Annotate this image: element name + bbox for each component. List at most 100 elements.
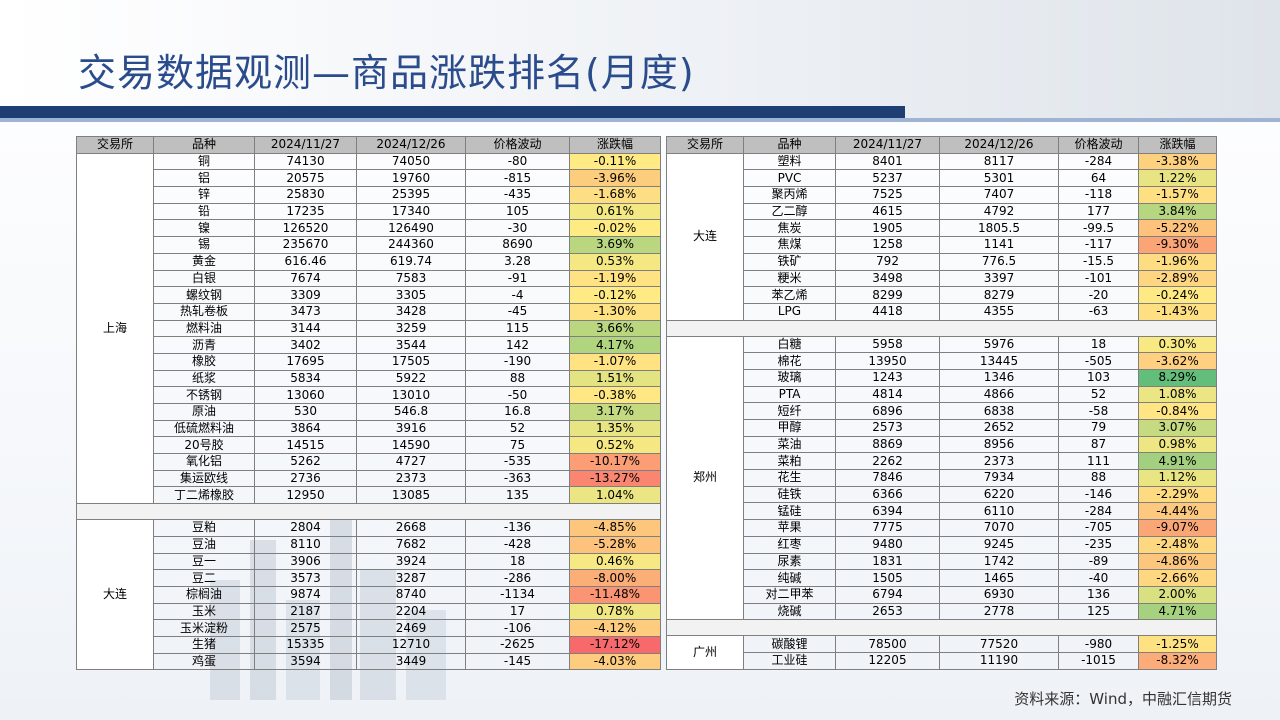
pct-change-cell: 3.17% [569, 403, 661, 421]
pct-change-cell: 1.51% [569, 369, 661, 388]
table-row: 聚丙烯 7525 7407 -118 -1.57% [667, 186, 1217, 204]
price-change-cell: -101 [1058, 269, 1139, 288]
price-change-cell: 79 [1058, 419, 1139, 437]
price-date1-cell: 15335 [254, 635, 357, 654]
table-row: 苯乙烯 8299 8279 -20 -0.24% [667, 286, 1217, 304]
price-change-cell: 18 [1058, 335, 1139, 354]
price-date1-cell: 3144 [254, 319, 357, 338]
price-change-cell: -99.5 [1058, 219, 1139, 238]
variety-cell: 棉花 [743, 352, 836, 370]
table-row: 黄金 616.46 619.74 3.28 0.53% [77, 252, 661, 271]
pct-change-cell: -4.85% [569, 519, 661, 537]
price-date2-cell: 4792 [939, 202, 1059, 221]
table-row: 郑州 白糖 5958 5976 18 0.30% [666, 335, 1217, 621]
price-date2-cell: 3287 [356, 569, 466, 587]
pct-change-cell: -1.07% [569, 352, 661, 371]
table-row: 玉米 2187 2204 17 0.78% [77, 602, 661, 621]
table-row: PVC 5237 5301 64 1.22% [667, 169, 1217, 188]
price-change-cell: -1015 [1058, 651, 1139, 670]
pct-change-cell: -4.44% [1138, 502, 1217, 521]
price-date1-cell: 25830 [254, 186, 357, 204]
price-date2-cell: 5976 [939, 335, 1059, 354]
price-date2-cell: 12710 [356, 635, 466, 654]
table-row: 氧化铝 5262 4727 -535 -10.17% [77, 453, 661, 471]
pct-change-cell: -1.30% [569, 302, 661, 321]
price-date2-cell: 6838 [939, 402, 1059, 420]
price-date2-cell: 2204 [356, 602, 466, 621]
variety-cell: 粳米 [743, 269, 836, 288]
table-row: 低硫燃料油 3864 3916 52 1.35% [77, 419, 661, 438]
price-date2-cell: 2668 [356, 519, 466, 537]
table-row: 原油 530 546.8 16.8 3.17% [77, 403, 661, 421]
table-header-row: 交易所 品种 2024/11/27 2024/12/26 价格波动 涨跌幅 [76, 136, 661, 154]
price-date1-cell: 14515 [254, 436, 357, 455]
table-row: 铅 17235 17340 105 0.61% [77, 202, 661, 221]
title-underline-bar [0, 106, 905, 118]
variety-cell: PTA [743, 385, 836, 404]
exchange-cell: 大连 [76, 519, 154, 671]
pct-change-cell: 1.12% [1138, 469, 1217, 487]
variety-cell: 氧化铝 [153, 453, 255, 471]
price-date2-cell: 6930 [939, 585, 1059, 604]
price-date2-cell: 1805.5 [939, 219, 1059, 238]
variety-cell: 花生 [743, 469, 836, 487]
price-change-cell: -91 [465, 269, 570, 288]
variety-cell: 铅 [153, 202, 255, 221]
price-change-cell: -146 [1058, 485, 1139, 504]
header-variety: 品种 [743, 136, 836, 154]
pct-change-cell: -5.28% [569, 535, 661, 554]
table-row: 锌 25830 25395 -435 -1.68% [77, 186, 661, 204]
variety-cell: 20号胶 [153, 436, 255, 455]
price-change-cell: -435 [465, 186, 570, 204]
variety-cell: 燃料油 [153, 319, 255, 338]
price-change-cell: 52 [465, 419, 570, 438]
pct-change-cell: -2.66% [1138, 569, 1217, 587]
pct-change-cell: -0.24% [1138, 286, 1217, 304]
pct-change-cell: 1.04% [569, 486, 661, 505]
pct-change-cell: -17.12% [569, 635, 661, 654]
price-change-cell: -235 [1058, 535, 1139, 554]
price-date1-cell: 5262 [254, 453, 357, 471]
price-change-cell: -20 [1058, 286, 1139, 304]
price-change-cell: -58 [1058, 402, 1139, 420]
table-row: 纸浆 5834 5922 88 1.51% [77, 369, 661, 388]
variety-cell: 铜 [153, 152, 255, 171]
variety-cell: 玻璃 [743, 368, 836, 387]
pct-change-cell: 4.17% [569, 336, 661, 354]
variety-cell: 丁二烯橡胶 [153, 486, 255, 505]
header-pct-change: 涨跌幅 [1138, 136, 1217, 154]
table-row: 焦炭 1905 1805.5 -99.5 -5.22% [667, 219, 1217, 238]
price-change-cell: 111 [1058, 452, 1139, 471]
price-date1-cell: 5958 [835, 335, 940, 354]
variety-cell: 纸浆 [153, 369, 255, 388]
table-row: 豆二 3573 3287 -286 -8.00% [77, 569, 661, 587]
table-row: 上海铜 74130 74050 -80 -0.11% [76, 152, 661, 505]
table-row: 豆油 8110 7682 -428 -5.28% [77, 535, 661, 554]
variety-cell: 豆粕 [153, 519, 255, 537]
variety-cell: 焦炭 [743, 219, 836, 238]
table-row: 甲醇 2573 2652 79 3.07% [667, 419, 1217, 437]
pct-change-cell: 0.53% [569, 252, 661, 271]
price-change-cell: -284 [1058, 152, 1139, 171]
price-date1-cell: 20575 [254, 169, 357, 188]
table-row: 对二甲苯 6794 6930 136 2.00% [667, 585, 1217, 604]
price-date1-cell: 2573 [835, 419, 940, 437]
price-change-cell: -80 [465, 152, 570, 171]
table-row: 锡 235670 244360 8690 3.69% [77, 236, 661, 254]
price-date1-cell: 2262 [835, 452, 940, 471]
price-date1-cell: 2653 [835, 602, 940, 621]
pct-change-cell: 0.30% [1138, 335, 1217, 354]
header-band [0, 0, 1280, 118]
price-date2-cell: 3916 [356, 419, 466, 438]
price-date1-cell: 1258 [835, 236, 940, 254]
commodity-table-right: 交易所 品种 2024/11/27 2024/12/26 价格波动 涨跌幅 大连 塑料 840… [666, 136, 1217, 670]
table-row: 铁矿 792 776.5 -15.5 -1.96% [667, 252, 1217, 271]
table-row: 棕榈油 9874 8740 -1134 -11.48% [77, 585, 661, 604]
table-row: 橡胶 17695 17505 -190 -1.07% [77, 352, 661, 371]
price-date1-cell: 2575 [254, 619, 357, 637]
price-date2-cell: 74050 [356, 152, 466, 171]
price-change-cell: 88 [1058, 469, 1139, 487]
variety-cell: 工业硅 [743, 651, 836, 670]
price-date1-cell: 126520 [254, 219, 357, 238]
price-date2-cell: 3397 [939, 269, 1059, 288]
